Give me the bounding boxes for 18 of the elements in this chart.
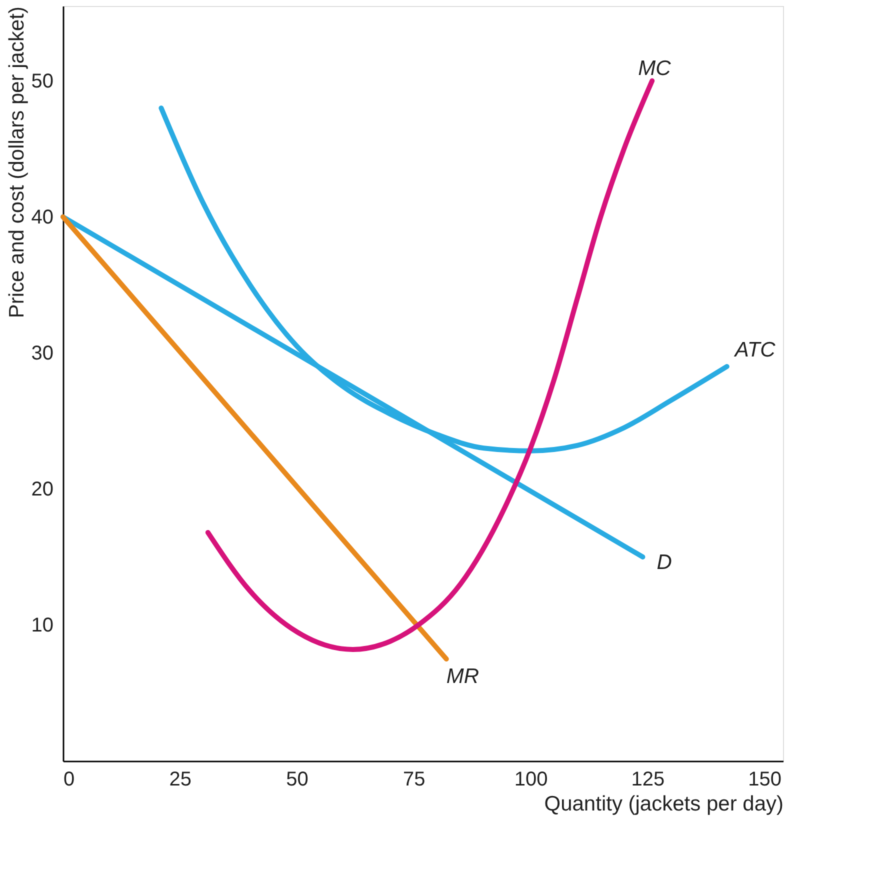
x-tick-label: 150 <box>748 768 782 790</box>
y-tick-label: 20 <box>31 478 54 500</box>
x-tick-label: 125 <box>631 768 665 790</box>
x-tick-label: 0 <box>64 768 75 790</box>
y-tick-label: 30 <box>31 342 54 364</box>
series-label: D <box>656 550 672 574</box>
y-tick-label: 40 <box>31 206 54 228</box>
y-axis-title: Price and cost (dollars per jacket) <box>5 6 28 318</box>
x-axis-title: Quantity (jackets per day) <box>544 792 784 816</box>
series-label: ATC <box>732 338 776 362</box>
x-tick-label: 75 <box>403 768 426 790</box>
x-tick-label: 100 <box>514 768 548 790</box>
x-tick-label: 25 <box>169 768 192 790</box>
y-tick-label: 10 <box>31 614 54 636</box>
y-tick-label: 50 <box>31 70 54 92</box>
series-label: MR <box>446 664 480 688</box>
series-label: MC <box>638 56 672 80</box>
x-tick-label: 50 <box>286 768 308 790</box>
